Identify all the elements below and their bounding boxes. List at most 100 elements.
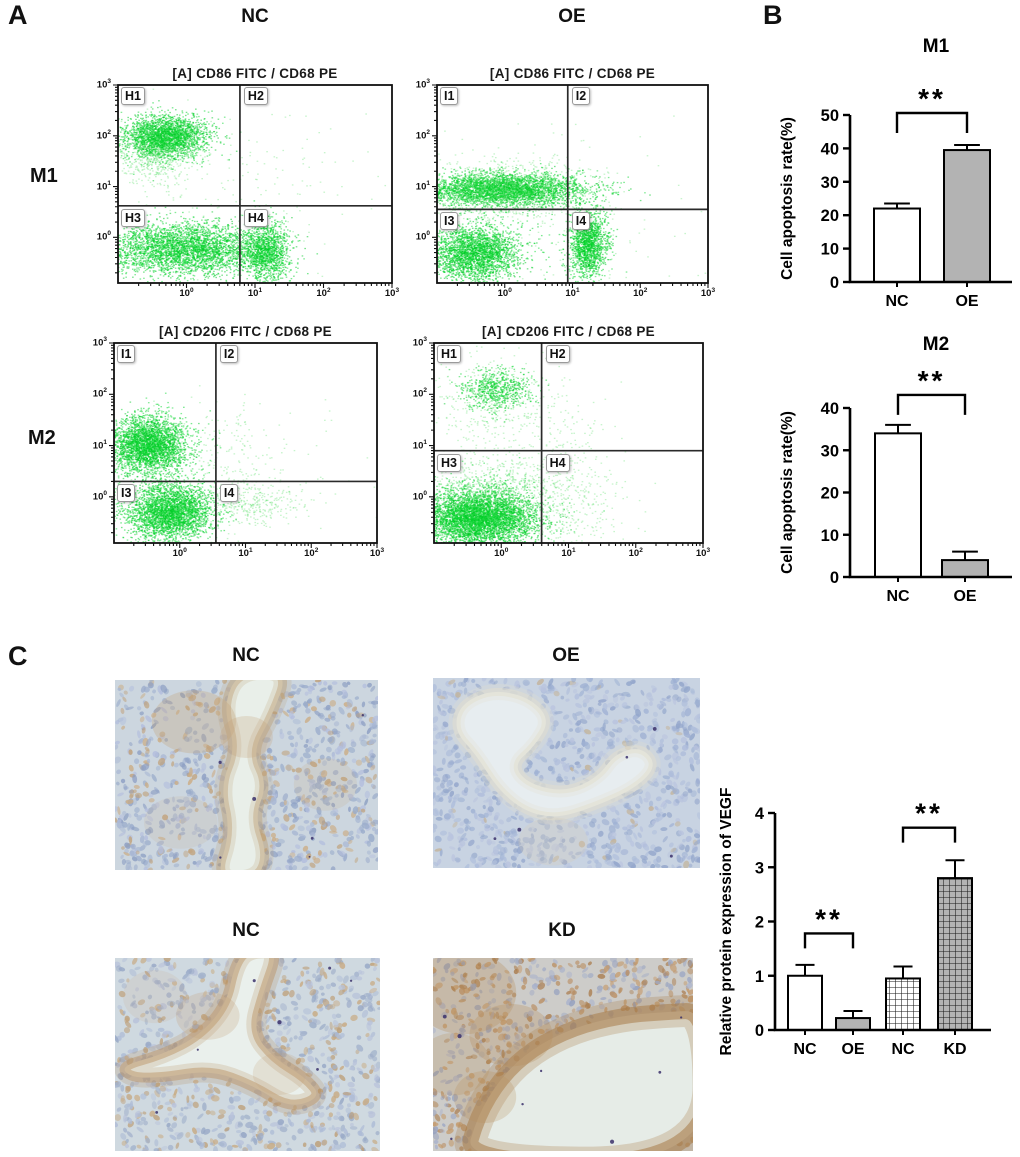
bar-OE [943,149,991,283]
significance-bracket [803,932,855,949]
y-tick-label: 101 [412,438,427,451]
quadrant-label-I2: I2 [219,345,239,363]
flow-plot-title: [A] CD86 FITC / CD68 PE [172,66,338,81]
panel-c-header-kd: KD [548,920,576,941]
bar-NC [873,207,921,284]
flow-plot-title: [A] CD86 FITC / CD68 PE [489,66,656,81]
x-category-label: OE [953,588,976,605]
y-tick-label: 20 [821,485,839,503]
bar-NC [885,977,921,1031]
y-tick-label: 4 [755,805,765,823]
y-tick-label: 103 [96,78,111,91]
x-category-label: NC [891,1041,915,1058]
y-tick-label: 3 [755,859,764,877]
x-category-label: NC [793,1041,817,1058]
quadrant-label-I3: I3 [440,212,459,231]
x-tick-label: 101 [247,286,263,299]
y-tick-label: 101 [415,179,430,192]
y-tick-label: 30 [821,442,839,460]
quadrant-label-I2: I2 [571,87,591,105]
quadrant-label-H2: H2 [545,345,570,363]
significance-bracket [895,111,969,133]
ihc-image-oe-top [433,678,700,868]
significance-bracket [901,826,957,843]
error-bar [952,550,978,561]
bar-chart-m1: 0 10 20 30 40 50 NC OE M1 Cell apoptosis rate(%) *… [779,36,1012,310]
bar-KD [937,877,973,1031]
x-tick-label: 101 [565,286,580,299]
x-tick-label: 102 [316,286,331,299]
bar-NC [787,974,823,1031]
quadrant-label-H4: H4 [545,453,570,472]
bar-chart-m2: 0 10 20 30 40 NC OE M2 Cell apoptosis rate(%) ** [779,334,1012,605]
flow-plot-nc-m2: [A] CD206 FITC / CD68 PE 100 101 102 103 100 1… [69,318,389,559]
panel-a-row-m1: M1 [30,165,58,187]
chart-title: M2 [923,334,949,355]
x-tick-label: 103 [695,546,711,559]
error-bar [893,965,913,979]
y-tick-label: 10 [821,241,839,259]
x-tick-label: 101 [238,546,253,559]
quadrant-label-I4: I4 [571,212,591,231]
panel-b-label: B [763,0,783,30]
quadrant-label-H1: H1 [437,345,461,363]
x-tick-label: 100 [494,546,509,559]
ihc-image-kd-bottom [433,958,693,1151]
y-tick-label: 100 [415,230,430,243]
y-axis-title: Cell apoptosis rate(%) [779,411,796,574]
x-category-label: OE [841,1041,864,1058]
panel-a-row-m2: M2 [28,427,56,449]
quadrant-label-H2: H2 [243,87,268,105]
flow-plot-title: [A] CD206 FITC / CD68 PE [159,324,332,339]
quadrant-label-I1: I1 [117,345,136,363]
y-tick-label: 102 [92,387,107,400]
ihc-image-nc-bottom [115,958,380,1151]
y-tick-label: 0 [830,569,839,587]
panel-c-header-oe: OE [552,645,580,666]
error-bar [795,963,815,976]
ihc-image-nc-top [115,680,378,870]
y-tick-label: 100 [92,489,107,503]
x-tick-label: 100 [179,286,194,299]
y-tick-label: 103 [92,336,107,349]
y-tick-label: 102 [96,128,111,142]
panel-a-label: A [8,0,28,30]
error-bar [954,144,980,151]
quadrant-label-H4: H4 [243,208,268,227]
y-tick-label: 30 [821,174,839,192]
error-bar [884,202,910,209]
panel-a-header-nc: NC [241,6,269,27]
error-bar [843,1010,863,1019]
y-tick-label: 40 [821,400,839,418]
y-tick-label: 10 [821,527,839,545]
x-tick-label: 100 [497,286,512,299]
quadrant-label-I1: I1 [440,87,459,105]
y-tick-label: 103 [415,78,430,91]
y-axis-title: Cell apoptosis rate(%) [779,117,796,280]
x-tick-label: 100 [172,546,187,559]
panel-c-header-nc1: NC [232,645,260,666]
x-category-label: OE [955,293,978,310]
y-tick-label: 103 [412,336,427,349]
y-tick-label: 0 [830,274,839,292]
bar-OE [941,559,989,579]
x-category-label: NC [886,588,910,605]
flow-plot-nc-m1: [A] CD86 FITC / CD68 PE 100 101 102 103 100 10… [73,60,404,299]
y-tick-label: 20 [821,207,839,225]
significance-stars: ** [815,903,843,934]
flow-plot-oe-m2: [A] CD206 FITC / CD68 PE 100 101 102 103 100 1… [389,318,715,559]
x-category-label: NC [885,293,909,310]
significance-stars: ** [918,83,946,114]
x-tick-label: 102 [633,286,648,299]
x-tick-label: 102 [304,546,319,559]
significance-bracket [896,393,967,415]
quadrant-label-I3: I3 [117,484,136,503]
bar-NC [874,432,922,578]
x-tick-label: 103 [700,286,716,299]
y-tick-label: 0 [755,1022,764,1040]
quadrant-label-H3: H3 [121,208,145,227]
error-bar [945,859,965,879]
significance-stars: ** [918,365,946,396]
quadrant-label-H3: H3 [437,453,461,472]
